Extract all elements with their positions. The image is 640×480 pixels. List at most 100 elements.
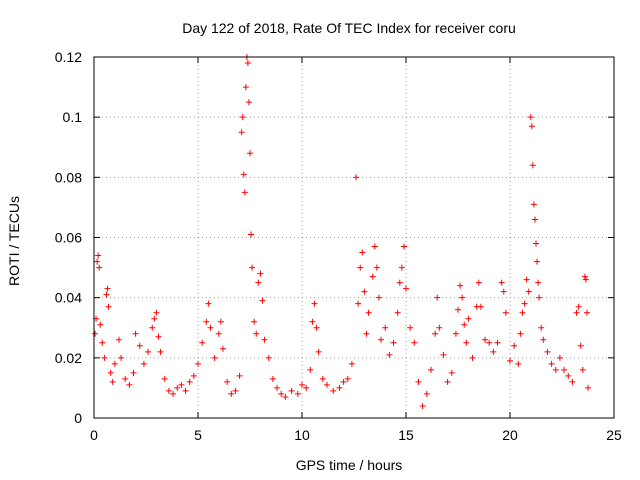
data-point — [353, 174, 360, 181]
data-point — [498, 279, 505, 286]
data-point — [540, 336, 547, 343]
data-point — [357, 264, 364, 271]
data-point — [265, 354, 272, 361]
data-point — [534, 258, 541, 265]
data-point — [153, 309, 160, 316]
data-point — [211, 354, 218, 361]
data-point — [536, 294, 543, 301]
data-point — [502, 309, 509, 316]
y-tick-label: 0.08 — [55, 169, 82, 185]
data-point — [500, 288, 507, 295]
data-point — [195, 360, 201, 367]
data-point — [340, 378, 347, 385]
data-point — [240, 171, 247, 178]
data-point — [215, 330, 222, 337]
data-point — [407, 324, 414, 331]
data-point — [519, 309, 526, 316]
data-point — [103, 291, 110, 298]
data-point — [219, 345, 226, 352]
data-point — [490, 348, 497, 355]
data-point — [538, 324, 545, 331]
data-point — [170, 390, 177, 397]
data-point — [548, 360, 555, 367]
data-point — [97, 321, 104, 328]
data-point — [242, 84, 249, 91]
data-point — [248, 231, 255, 238]
data-point — [122, 375, 129, 382]
data-points — [92, 54, 591, 409]
data-point — [477, 303, 484, 310]
data-point — [525, 288, 532, 295]
data-point — [486, 339, 493, 346]
data-point — [365, 309, 372, 316]
data-point — [561, 366, 568, 373]
data-point — [109, 378, 116, 385]
data-point — [307, 366, 314, 373]
data-point — [544, 348, 551, 355]
data-point — [528, 123, 535, 130]
data-point — [149, 324, 156, 331]
y-tick-label: 0.06 — [55, 230, 82, 246]
data-point — [269, 375, 276, 382]
chart-title: Day 122 of 2018, Rate Of TEC Index for r… — [182, 20, 516, 36]
data-point — [373, 264, 380, 271]
data-point — [190, 372, 197, 379]
data-point — [361, 288, 368, 295]
data-point — [157, 348, 164, 355]
x-tick-labels: 0 5 10 15 20 25 — [90, 427, 622, 443]
data-point — [444, 378, 451, 385]
data-point — [531, 216, 538, 223]
y-axis-label: ROTI / TECUs — [6, 196, 22, 286]
data-point — [378, 336, 385, 343]
data-point — [96, 264, 103, 271]
data-point — [92, 330, 99, 337]
data-point — [95, 252, 102, 259]
data-point — [436, 324, 443, 331]
data-point — [205, 300, 212, 307]
data-point — [523, 276, 530, 283]
data-point — [249, 264, 256, 271]
data-point — [452, 330, 459, 337]
data-point — [253, 330, 260, 337]
y-tick-label: 0.12 — [55, 49, 82, 65]
data-point — [583, 309, 590, 316]
data-point — [245, 99, 252, 106]
data-point — [104, 285, 111, 292]
data-point — [517, 330, 524, 337]
y-tick-label: 0.1 — [63, 109, 83, 125]
data-point — [585, 384, 591, 391]
data-point — [130, 369, 137, 376]
data-point — [236, 372, 243, 379]
data-point — [400, 243, 407, 250]
data-point — [582, 276, 589, 283]
data-point — [107, 369, 114, 376]
data-point — [369, 273, 376, 280]
data-point — [575, 303, 582, 310]
x-tick-label: 25 — [606, 427, 622, 443]
data-point — [309, 318, 316, 325]
data-point — [182, 387, 189, 394]
data-point — [288, 387, 295, 394]
data-point — [396, 279, 403, 286]
data-point — [257, 270, 264, 277]
data-point — [161, 375, 168, 382]
x-tick-label: 0 — [90, 427, 98, 443]
data-point — [115, 336, 122, 343]
data-point — [403, 285, 409, 292]
data-point — [274, 384, 281, 391]
data-point — [299, 381, 305, 388]
data-point — [577, 342, 584, 349]
x-axis-label: GPS time / hours — [296, 457, 403, 473]
data-point — [415, 378, 422, 385]
data-point — [434, 294, 441, 301]
data-point — [165, 387, 172, 394]
data-point — [363, 330, 370, 337]
data-point — [255, 279, 262, 286]
data-point — [461, 321, 468, 328]
data-point — [174, 384, 181, 391]
data-point — [390, 339, 397, 346]
data-point — [475, 279, 482, 286]
data-point — [511, 342, 518, 349]
data-point — [278, 390, 285, 397]
